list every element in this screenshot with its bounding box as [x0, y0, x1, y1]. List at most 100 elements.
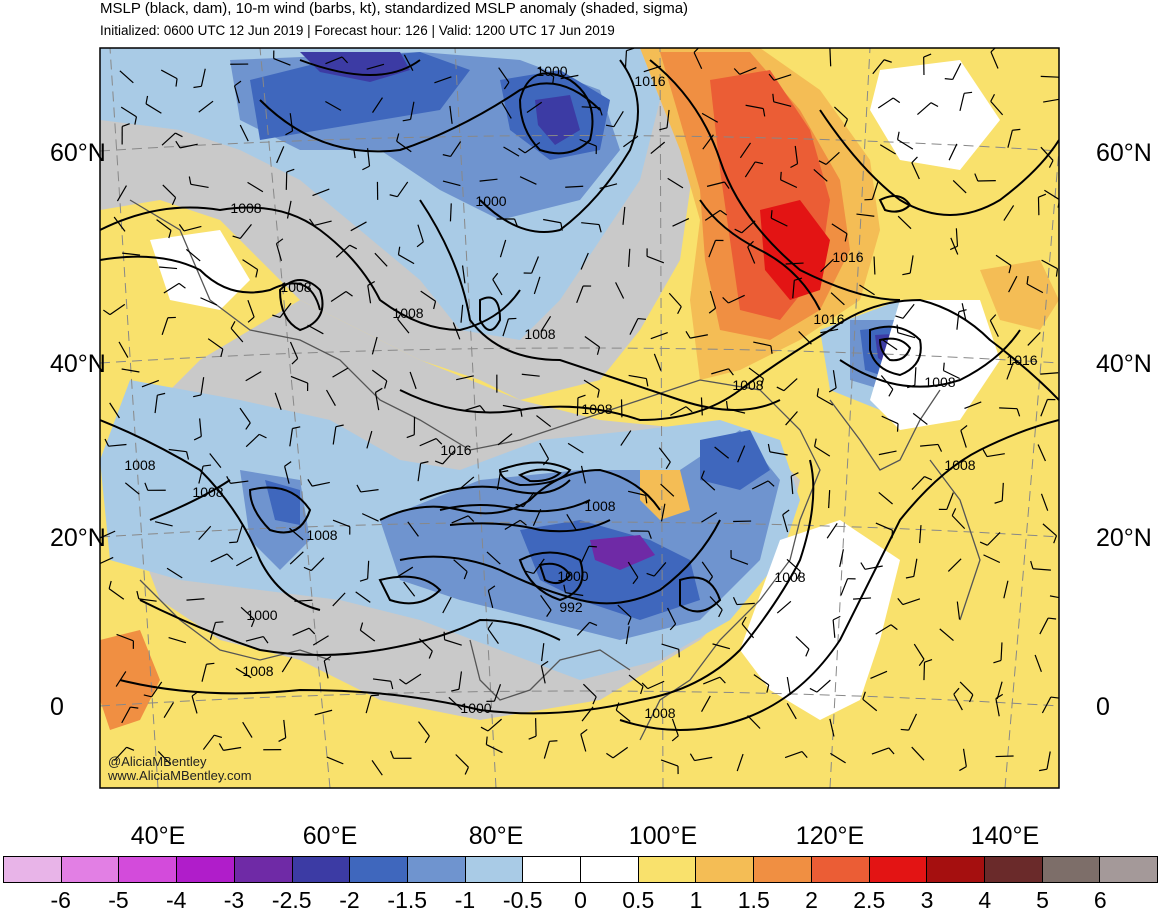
wind-barb [540, 594, 552, 611]
wind-barb [151, 681, 163, 698]
lon-label: 140°E [970, 822, 1040, 850]
wind-barb [323, 660, 329, 679]
colorbar-tick-label: 0 [574, 887, 587, 913]
wind-barb [813, 168, 828, 182]
wind-barb-feather [178, 224, 185, 232]
wind-barb [138, 598, 157, 602]
wind-barb [584, 336, 600, 348]
wind-barb [952, 63, 962, 80]
wind-barb-feather [796, 571, 801, 579]
wind-barb-feather [193, 394, 202, 398]
wind-barb [162, 184, 177, 199]
wind-barb [785, 411, 798, 426]
wind-barb-feather [741, 616, 747, 625]
wind-barb [871, 182, 879, 200]
wind-barb-feather [492, 272, 499, 280]
wind-barb [100, 556, 114, 565]
wind-barb-feather [171, 197, 177, 206]
wind-barb [198, 100, 214, 113]
wind-barb-feather [467, 515, 475, 522]
wind-barb [628, 490, 646, 496]
wind-barb [121, 368, 140, 373]
wind-barb-feather [911, 156, 918, 164]
wind-barb [939, 628, 954, 641]
wind-barb [497, 433, 513, 446]
wind-barb [374, 252, 388, 267]
wind-barb [367, 560, 370, 579]
wind-barb [284, 466, 290, 484]
wind-barb-feather [646, 572, 655, 577]
wind-barb [1042, 523, 1057, 537]
wind-barb-feather [143, 694, 152, 698]
wind-barb [183, 225, 202, 232]
wind-barb [1040, 75, 1059, 78]
wind-barb-feather [1039, 768, 1048, 772]
wind-barb [956, 601, 961, 620]
wind-barb [881, 339, 898, 351]
wind-barb [783, 378, 798, 392]
wind-barb [872, 59, 885, 75]
wind-barb [1003, 205, 1015, 221]
wind-barb [537, 67, 555, 78]
wind-barb [627, 561, 639, 578]
wind-barb-feather [542, 458, 549, 466]
wind-barb [279, 302, 292, 318]
credit-handle: @AliciaMBentley [108, 754, 207, 769]
wind-barb [242, 721, 253, 738]
wind-barb-feather [396, 133, 400, 142]
wind-barb-feather [349, 244, 358, 250]
wind-barb [310, 557, 325, 572]
wind-barb [451, 515, 469, 524]
wind-barb [989, 320, 999, 337]
wind-barb [912, 412, 928, 425]
wind-barb [770, 217, 788, 227]
wind-barb [624, 50, 628, 69]
wind-barb-feather [719, 676, 726, 684]
wind-barb-feather [136, 590, 140, 599]
wind-barb [161, 132, 176, 146]
wind-barb [747, 246, 756, 264]
wind-barb [737, 445, 746, 463]
wind-barb-feather [220, 348, 224, 357]
wind-barb-feather [232, 235, 241, 240]
wind-barb-feather [292, 426, 301, 430]
wind-barb [118, 341, 129, 358]
wind-barb [397, 566, 414, 578]
wind-barb-feather [416, 241, 424, 248]
wind-barb-feather [637, 317, 646, 320]
lat-label-left: 40°N [50, 350, 106, 378]
wind-barb [650, 141, 666, 155]
wind-barb [460, 304, 464, 323]
wind-barb [706, 181, 725, 187]
wind-barb-feather [597, 389, 600, 398]
wind-barb [902, 598, 921, 606]
colorbar-tick-label: 1.5 [737, 887, 770, 913]
wind-barb-feather [767, 480, 775, 487]
wind-barb [365, 695, 372, 714]
wind-barb [198, 525, 212, 541]
wind-barb-feather [433, 301, 437, 310]
wind-barb [1003, 580, 1009, 599]
contour-label: 1008 [584, 498, 615, 514]
wind-barb-feather [755, 161, 764, 165]
wind-barb [486, 744, 503, 754]
wind-barb [739, 66, 757, 75]
contour-label: 1000 [557, 568, 588, 584]
wind-barb-feather [359, 622, 364, 631]
wind-barb [330, 291, 347, 303]
wind-barb [1027, 332, 1041, 346]
wind-barb-feather [732, 597, 738, 605]
wind-barb [962, 748, 967, 767]
wind-barb [955, 228, 959, 247]
wind-barb [121, 706, 131, 724]
wind-barb-feather [979, 541, 988, 546]
wind-barb [566, 514, 577, 531]
wind-barb [690, 334, 708, 339]
wind-barb [995, 698, 1000, 717]
wind-barb-feather [215, 621, 224, 624]
wind-barb [543, 218, 561, 224]
lat-label-left: 20°N [50, 524, 106, 552]
wind-barb-feather [814, 438, 817, 447]
wind-barb [615, 282, 625, 299]
wind-barb [200, 68, 206, 87]
